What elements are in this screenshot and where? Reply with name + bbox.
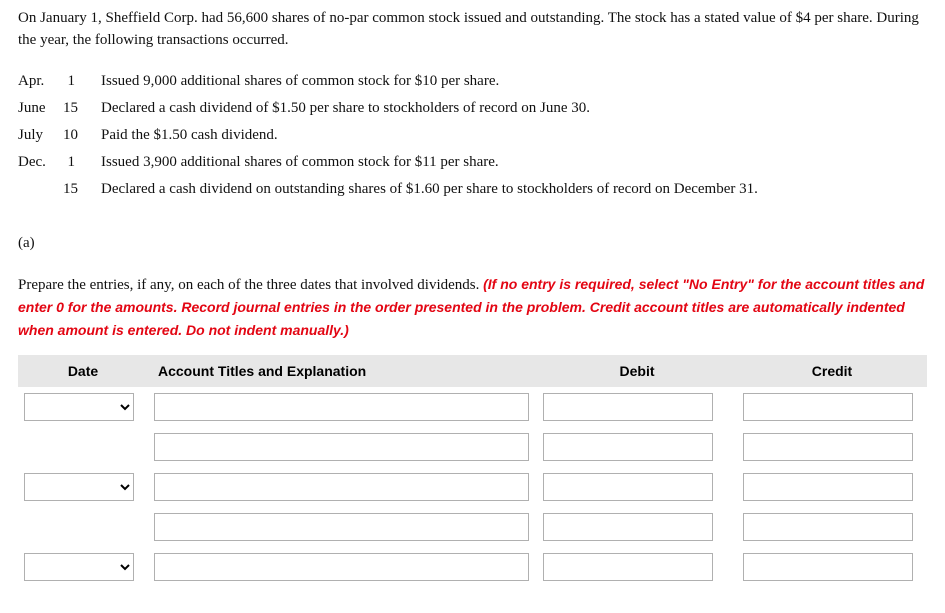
transactions-list: Apr.1Issued 9,000 additional shares of c… [18,68,927,203]
tx-month: Apr. [18,68,63,95]
account-input[interactable] [154,393,529,421]
table-body [18,387,927,587]
header-credit: Credit [737,355,927,387]
debit-input[interactable] [543,513,713,541]
table-row [18,387,927,427]
transaction-row: June15Declared a cash dividend of $1.50 … [18,95,927,122]
tx-desc: Declared a cash dividend on outstanding … [93,176,927,203]
transaction-row: Dec.1Issued 3,900 additional shares of c… [18,149,927,176]
problem-intro: On January 1, Sheffield Corp. had 56,600… [18,8,927,52]
credit-input[interactable] [743,393,913,421]
instructions-lead: Prepare the entries, if any, on each of … [18,277,483,293]
transaction-row: 15Declared a cash dividend on outstandin… [18,176,927,203]
tx-desc: Issued 3,900 additional shares of common… [93,149,927,176]
credit-input[interactable] [743,553,913,581]
header-debit: Debit [537,355,737,387]
tx-day: 1 [63,149,93,176]
table-header-row: Date Account Titles and Explanation Debi… [18,355,927,387]
debit-input[interactable] [543,393,713,421]
tx-day: 10 [63,122,93,149]
instructions: Prepare the entries, if any, on each of … [18,274,927,342]
tx-desc: Paid the $1.50 cash dividend. [93,122,927,149]
date-select[interactable] [24,553,134,581]
account-input[interactable] [154,553,529,581]
date-select[interactable] [24,473,134,501]
date-select[interactable] [24,393,134,421]
table-row [18,427,927,467]
header-account: Account Titles and Explanation [148,355,537,387]
tx-month: July [18,122,63,149]
tx-month: Dec. [18,149,63,176]
transaction-row: July10Paid the $1.50 cash dividend. [18,122,927,149]
tx-day: 15 [63,176,93,203]
tx-day: 15 [63,95,93,122]
tx-desc: Issued 9,000 additional shares of common… [93,68,927,95]
transaction-row: Apr.1Issued 9,000 additional shares of c… [18,68,927,95]
debit-input[interactable] [543,433,713,461]
table-row [18,547,927,587]
journal-entry-table: Date Account Titles and Explanation Debi… [18,355,927,587]
credit-input[interactable] [743,513,913,541]
tx-month: June [18,95,63,122]
credit-input[interactable] [743,473,913,501]
table-row [18,467,927,507]
account-input[interactable] [154,513,529,541]
credit-input[interactable] [743,433,913,461]
tx-day: 1 [63,68,93,95]
account-input[interactable] [154,473,529,501]
part-label: (a) [18,233,927,255]
tx-month [18,176,63,203]
header-date: Date [18,355,148,387]
debit-input[interactable] [543,553,713,581]
table-row [18,507,927,547]
tx-desc: Declared a cash dividend of $1.50 per sh… [93,95,927,122]
debit-input[interactable] [543,473,713,501]
account-input[interactable] [154,433,529,461]
